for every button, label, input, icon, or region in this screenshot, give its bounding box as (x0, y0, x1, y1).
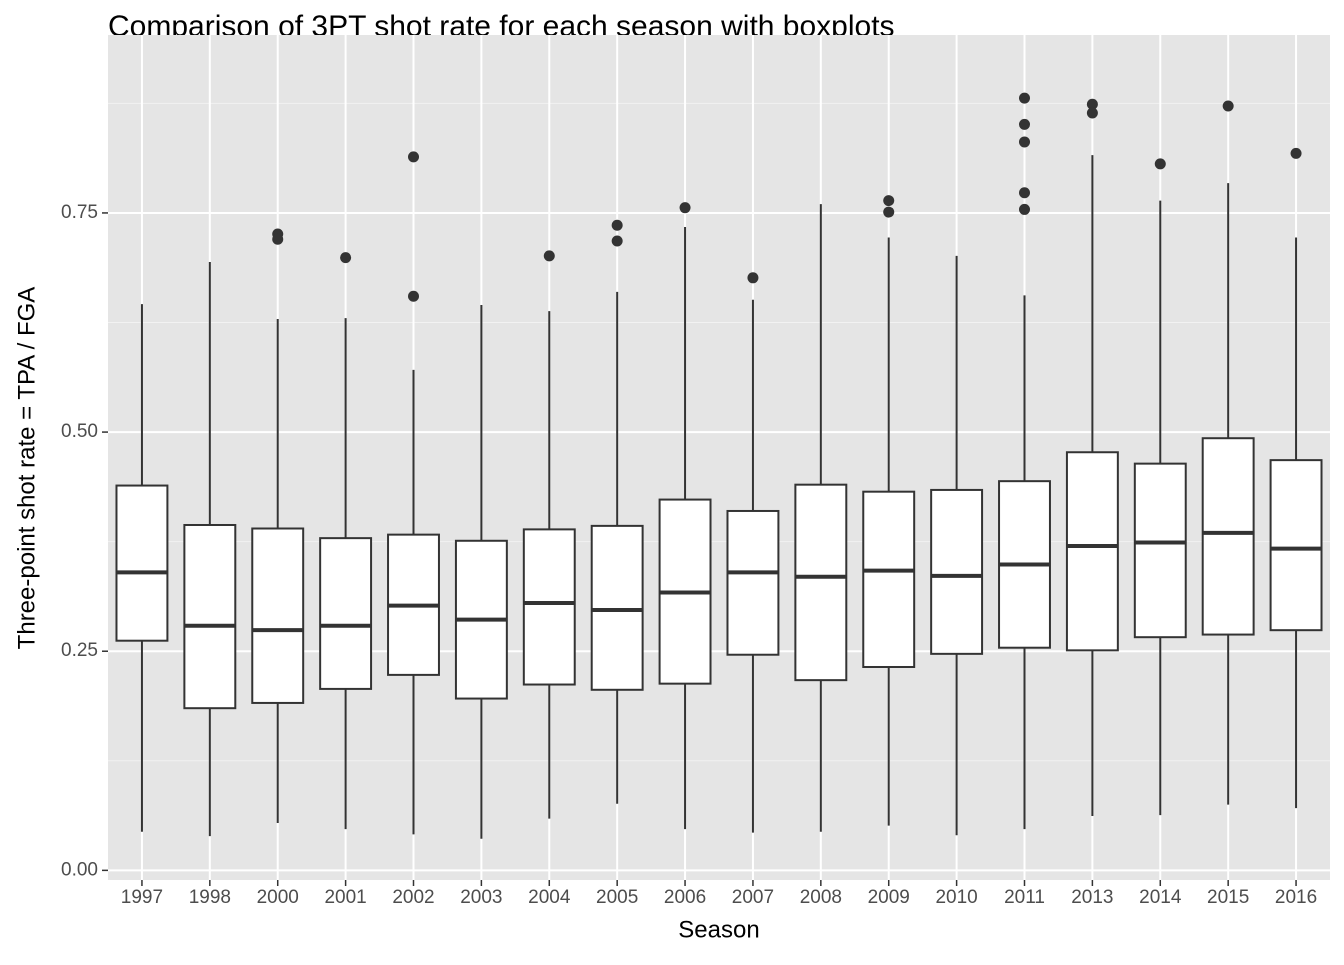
outlier (543, 250, 555, 262)
box (183, 523, 237, 710)
x-tick-label: 2005 (596, 887, 638, 908)
x-tick-label: 1998 (189, 887, 231, 908)
x-tick-label: 2011 (1004, 887, 1045, 908)
box (930, 488, 984, 655)
outlier (1086, 98, 1098, 110)
outlier (611, 219, 623, 231)
x-tick-label: 2009 (868, 887, 910, 908)
outlier (1019, 136, 1030, 148)
box (1269, 459, 1323, 632)
outlier (1019, 203, 1030, 215)
outlier (340, 252, 352, 264)
box (1201, 437, 1255, 636)
outlier (611, 235, 623, 247)
y-tick-label: 0.25 (61, 640, 98, 661)
x-tick-label: 2015 (1207, 887, 1249, 908)
outlier (1222, 100, 1234, 112)
x-tick-label: 2000 (257, 887, 299, 908)
box (590, 524, 644, 691)
box (794, 483, 848, 682)
outlier (747, 272, 759, 284)
y-tick-label: 0.00 (61, 859, 98, 880)
outlier (1290, 147, 1302, 159)
y-tick-label: 0.50 (61, 421, 98, 442)
x-tick-label: 2001 (324, 887, 366, 908)
box (522, 528, 576, 686)
outlier (1019, 92, 1030, 104)
outlier (1019, 118, 1030, 130)
box (726, 509, 780, 656)
outlier (883, 195, 895, 207)
outlier (408, 290, 419, 302)
outlier (1154, 158, 1166, 170)
box (1133, 462, 1187, 639)
outlier (272, 233, 284, 245)
x-tick-label: 1997 (121, 887, 163, 908)
x-tick-label: 2003 (460, 887, 502, 908)
x-tick-label: 2007 (732, 887, 774, 908)
box (115, 484, 169, 642)
x-tick-label: 2004 (528, 887, 571, 908)
x-axis-title: Season (678, 916, 759, 943)
outlier (883, 206, 895, 218)
x-tick-label: 2006 (664, 887, 706, 908)
outlier (1086, 107, 1098, 119)
x-tick-label: 2013 (1071, 887, 1113, 908)
box (1065, 451, 1119, 652)
box (862, 490, 916, 668)
x-tick-label: 2010 (935, 887, 977, 908)
panel (108, 35, 1330, 880)
x-tick-label: 2008 (800, 887, 842, 908)
outlier (1019, 187, 1030, 199)
x-tick-label: 2014 (1139, 887, 1182, 908)
box (251, 527, 305, 704)
box (319, 537, 373, 690)
y-tick-label: 0.75 (61, 202, 98, 223)
y-axis-title: Three-point shot rate = TPA / FGA (13, 287, 40, 650)
outlier (679, 202, 691, 214)
x-tick-label: 2016 (1275, 887, 1317, 908)
x-tick-label: 2002 (392, 887, 434, 908)
outlier (408, 151, 419, 163)
